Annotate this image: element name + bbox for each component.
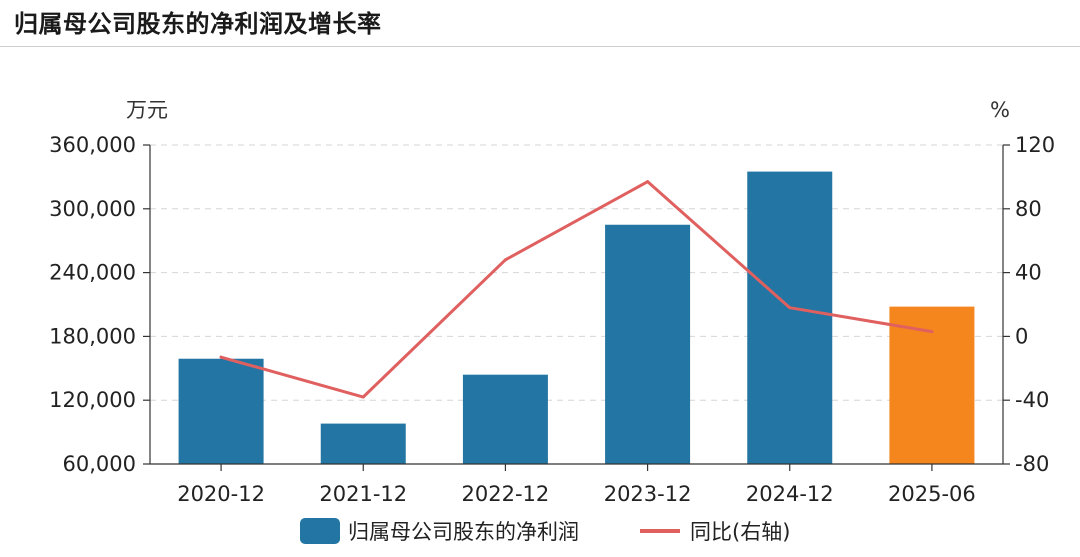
x-tick-label: 2021-12	[319, 482, 407, 506]
legend-bar-swatch	[300, 518, 340, 544]
left-tick-label: 360,000	[49, 133, 136, 157]
bar-2020-12	[178, 358, 264, 464]
legend-label-yoy: 同比(右轴)	[690, 520, 791, 544]
left-tick-label: 300,000	[49, 197, 136, 221]
left-axis-unit: 万元	[126, 98, 168, 122]
yoy-point-2024-12	[788, 306, 792, 310]
yoy-point-2025-06	[930, 330, 934, 334]
left-tick-label: 120,000	[49, 388, 136, 412]
left-tick-label: 60,000	[63, 452, 136, 476]
bar-2021-12	[320, 423, 406, 464]
bar-series	[178, 171, 975, 465]
yoy-point-2020-12	[219, 355, 223, 359]
right-tick-label: 120	[1015, 133, 1055, 157]
yoy-point-2022-12	[503, 258, 507, 262]
grid-lines	[150, 144, 1003, 401]
x-tick-label: 2025-06	[888, 482, 976, 506]
x-tick-label: 2023-12	[604, 482, 692, 506]
x-tick-label: 2024-12	[746, 482, 834, 506]
axes: 60,000 120,000 180,000 240,000 300,000 360,00…	[49, 133, 1055, 506]
right-tick-label: -40	[1015, 388, 1049, 412]
right-tick-label: 40	[1015, 261, 1042, 285]
legend-item-net-profit[interactable]: 归属母公司股东的净利润	[300, 516, 579, 546]
title-divider	[0, 46, 1080, 47]
yoy-point-2021-12	[361, 395, 365, 399]
x-tick-label: 2022-12	[462, 482, 550, 506]
right-tick-label: -80	[1015, 452, 1049, 476]
left-tick-label: 180,000	[49, 324, 136, 348]
right-tick-label: 80	[1015, 197, 1042, 221]
x-tick-label: 2020-12	[177, 482, 265, 506]
right-axis-unit: %	[990, 98, 1010, 122]
bar-2024-12	[747, 171, 833, 465]
yoy-line	[219, 180, 934, 399]
legend-item-yoy[interactable]: 同比(右轴)	[640, 516, 790, 546]
chart-title: 归属母公司股东的净利润及增长率	[14, 10, 382, 38]
right-tick-label: 0	[1015, 324, 1028, 348]
line-series	[219, 180, 934, 399]
left-tick-label: 240,000	[49, 261, 136, 285]
bar-2022-12	[462, 374, 548, 464]
legend: 归属母公司股东的净利润 同比(右轴)	[0, 516, 1080, 552]
bar-2023-12	[605, 224, 691, 464]
legend-line-swatch	[640, 529, 680, 533]
legend-label-net-profit: 归属母公司股东的净利润	[348, 520, 579, 544]
yoy-point-2023-12	[646, 180, 650, 184]
